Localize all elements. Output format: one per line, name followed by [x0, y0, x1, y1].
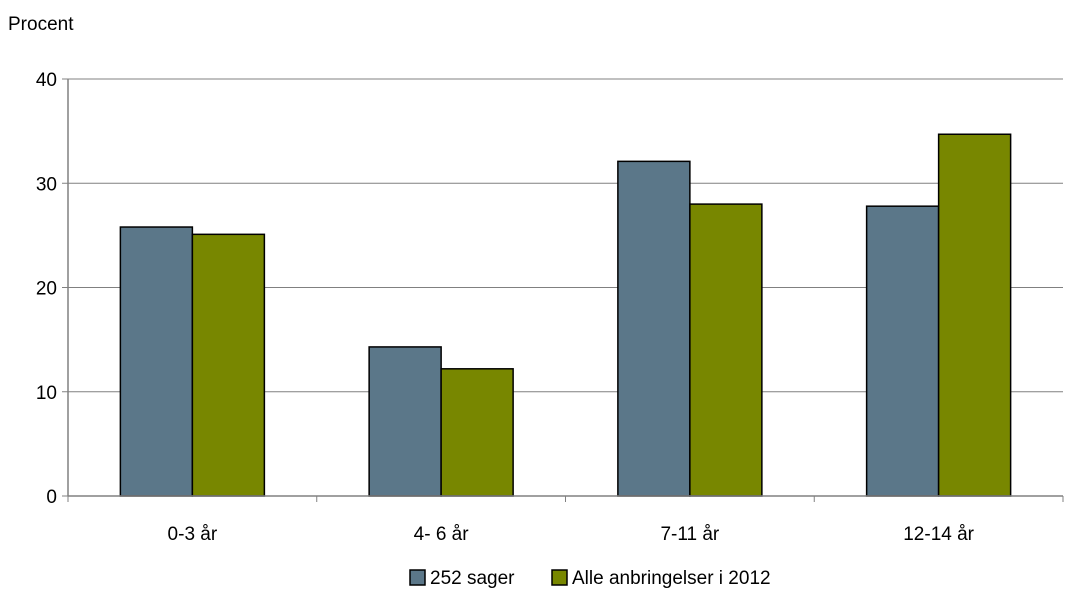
x-tick-labels: 0-3 år 4- 6 år 7-11 år 12-14 år	[168, 524, 975, 545]
x-tick-label: 4- 6 år	[414, 524, 470, 545]
legend: 252 sager Alle anbringelser i 2012	[410, 568, 771, 589]
x-tick-label: 7-11 år	[660, 524, 719, 545]
bar-series-1	[120, 227, 192, 496]
legend-label: Alle anbringelser i 2012	[572, 568, 771, 589]
bar-series-2	[441, 369, 513, 496]
y-tick-labels: 0 10 20 30 40	[36, 70, 57, 508]
legend-swatch	[410, 570, 425, 585]
bar-series-2	[192, 234, 264, 496]
bar-series-2	[690, 204, 762, 496]
legend-label: 252 sager	[430, 568, 515, 589]
y-tick-label: 10	[36, 383, 57, 404]
bar-series-1	[618, 161, 690, 496]
bars	[120, 134, 1010, 496]
y-tick-label: 20	[36, 279, 57, 300]
legend-swatch	[552, 570, 567, 585]
y-tick-label: 0	[46, 487, 57, 508]
x-tick-label: 12-14 år	[903, 524, 974, 545]
y-tick-label: 30	[36, 174, 57, 195]
bar-series-1	[867, 206, 939, 496]
bar-series-2	[939, 134, 1011, 496]
y-tick-label: 40	[36, 70, 57, 91]
y-unit-label: Procent	[8, 14, 74, 35]
x-tick-label: 0-3 år	[168, 524, 218, 545]
bar-series-1	[369, 347, 441, 496]
